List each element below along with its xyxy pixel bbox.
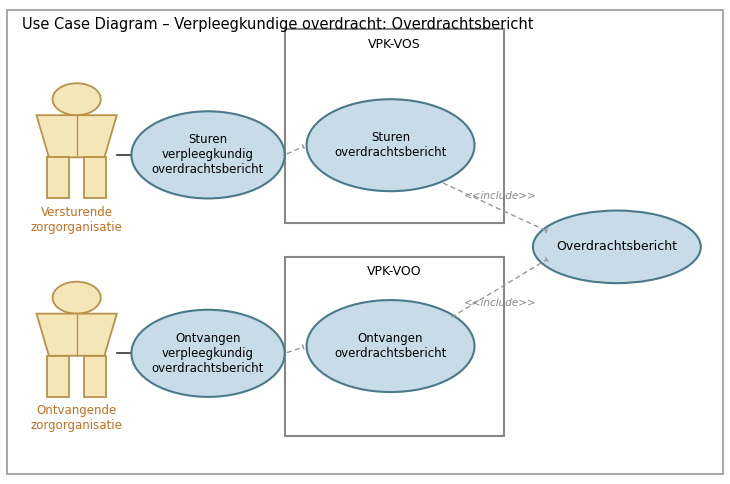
Bar bbox=[47, 356, 69, 397]
Ellipse shape bbox=[131, 310, 285, 397]
Text: <<include>>: <<include>> bbox=[464, 191, 537, 201]
Polygon shape bbox=[36, 314, 117, 356]
Ellipse shape bbox=[533, 211, 701, 283]
Text: Sturen
overdrachtsbericht: Sturen overdrachtsbericht bbox=[334, 131, 447, 159]
Ellipse shape bbox=[131, 111, 285, 198]
Ellipse shape bbox=[307, 300, 474, 392]
Bar bbox=[285, 257, 504, 436]
Bar bbox=[285, 29, 504, 223]
Text: Overdrachtsbericht: Overdrachtsbericht bbox=[556, 241, 677, 253]
Text: Use Case Diagram – Verpleegkundige overdracht: Overdrachtsbericht: Use Case Diagram – Verpleegkundige overd… bbox=[22, 17, 534, 32]
Text: Ontvangende
zorgorganisatie: Ontvangende zorgorganisatie bbox=[31, 404, 123, 432]
Text: Versturende
zorgorganisatie: Versturende zorgorganisatie bbox=[31, 206, 123, 234]
Text: Ontvangen
overdrachtsbericht: Ontvangen overdrachtsbericht bbox=[334, 332, 447, 360]
Bar bbox=[47, 157, 69, 198]
Text: <<include>>: <<include>> bbox=[464, 298, 537, 307]
Polygon shape bbox=[36, 115, 117, 157]
Bar bbox=[84, 157, 106, 198]
Bar bbox=[84, 356, 106, 397]
Text: Ontvangen
verpleegkundig
overdrachtsbericht: Ontvangen verpleegkundig overdrachtsberi… bbox=[152, 332, 264, 375]
Text: VPK-VOS: VPK-VOS bbox=[368, 38, 420, 51]
Ellipse shape bbox=[307, 99, 474, 191]
Text: VPK-VOO: VPK-VOO bbox=[367, 265, 421, 278]
Circle shape bbox=[53, 83, 101, 115]
Text: Sturen
verpleegkundig
overdrachtsbericht: Sturen verpleegkundig overdrachtsbericht bbox=[152, 134, 264, 176]
Circle shape bbox=[53, 282, 101, 314]
